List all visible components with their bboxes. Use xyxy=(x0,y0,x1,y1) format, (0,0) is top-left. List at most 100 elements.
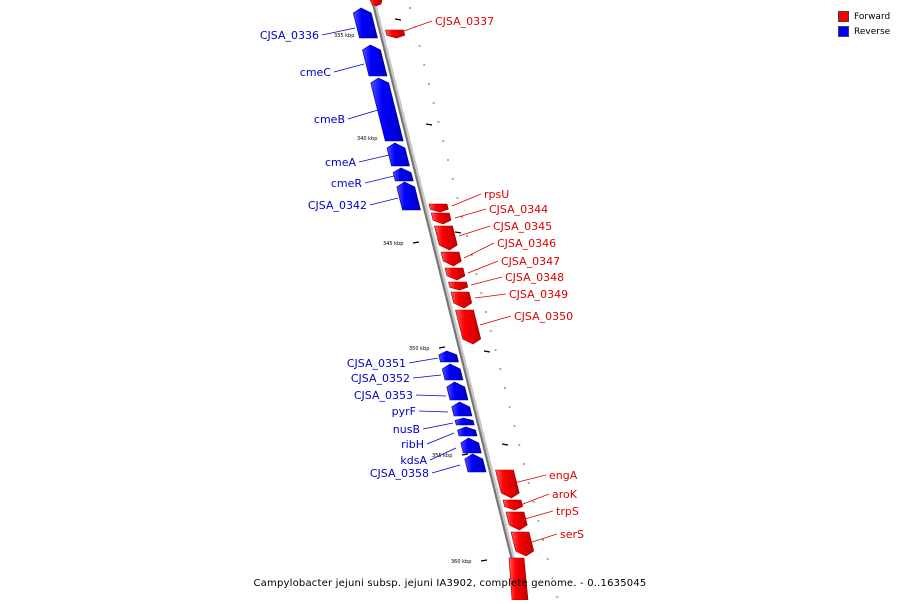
gene-block-CJSA_0351[interactable] xyxy=(438,350,459,363)
gene-label-CJSA_0350[interactable]: CJSA_0350 xyxy=(514,310,573,323)
gene-label-cmeR[interactable]: cmeR xyxy=(331,177,363,190)
gene-label-CJSA_0348[interactable]: CJSA_0348 xyxy=(505,271,564,284)
gene-block-CJSA_0349[interactable] xyxy=(450,291,473,309)
gene-label-CJSA_0346[interactable]: CJSA_0346 xyxy=(497,237,556,250)
gene-leader-line xyxy=(467,260,499,274)
gene-label-cmeB[interactable]: cmeB xyxy=(314,113,345,126)
gene-label-CJSA_0337[interactable]: CJSA_0337 xyxy=(435,15,494,28)
gene-leader-line xyxy=(369,197,399,206)
gene-block-ribH[interactable] xyxy=(457,426,478,437)
gene-block-CJSA_0345[interactable] xyxy=(434,225,458,251)
gene-label-CJSA_0342[interactable]: CJSA_0342 xyxy=(308,199,367,212)
gene-leader-line xyxy=(517,493,550,507)
gene-block-CJSA_0350[interactable] xyxy=(455,309,482,345)
scale-tick-label: 340 kbp xyxy=(357,136,377,142)
gene-block-CJSA_0346[interactable] xyxy=(440,251,462,267)
gene-leader-line xyxy=(321,27,356,36)
gene-label-CJSA_0336[interactable]: CJSA_0336 xyxy=(260,29,319,42)
gene-block-CJSA_0344[interactable] xyxy=(430,212,452,225)
gene-leader-line xyxy=(474,293,507,299)
major-tick-right xyxy=(425,123,433,126)
scale-tick-label: 335 kbp xyxy=(334,33,354,39)
major-tick-right xyxy=(454,231,462,234)
gene-block-serS[interactable] xyxy=(510,531,535,557)
gene-label-CJSA_0347[interactable]: CJSA_0347 xyxy=(501,255,560,268)
gene-label-CJSA_0344[interactable]: CJSA_0344 xyxy=(489,203,548,216)
gene-leader-line xyxy=(412,374,442,379)
gene-label-rpsU[interactable]: rpsU xyxy=(484,188,509,201)
gene-label-engA[interactable]: engA xyxy=(549,469,578,482)
legend-item-reverse[interactable]: Reverse xyxy=(838,24,890,39)
scale-tick-label: 360 kbp xyxy=(451,559,471,565)
gene-label-CJSA_0352[interactable]: CJSA_0352 xyxy=(351,372,410,385)
gene-label-nusB[interactable]: nusB xyxy=(393,423,420,436)
gene-leader-line xyxy=(408,357,439,364)
gene-leader-line xyxy=(422,422,454,430)
gene-label-cmeC[interactable]: cmeC xyxy=(300,66,332,79)
gene-leader-line xyxy=(364,175,395,184)
gene-leader-line xyxy=(429,447,457,461)
gene-block-cmeA[interactable] xyxy=(386,142,410,167)
gene-label-ribH[interactable]: ribH xyxy=(401,438,424,451)
gene-leader-line xyxy=(458,225,491,237)
gene-leader-line xyxy=(358,154,390,163)
gene-label-serS[interactable]: serS xyxy=(560,528,584,541)
forward-swatch xyxy=(838,11,849,22)
gene-leader-line xyxy=(431,464,461,474)
gene-leader-line xyxy=(415,394,447,397)
scale-tick-mark xyxy=(412,241,420,244)
legend: Forward Reverse xyxy=(838,9,890,39)
scale-tick-label: 345 kbp xyxy=(383,241,403,247)
genome-caption: Campylobacter jejuni subsp. jejuni IA390… xyxy=(253,578,647,589)
gene-leader-line xyxy=(426,432,455,445)
gene-label-cmeA[interactable]: cmeA xyxy=(325,156,357,169)
gene-label-CJSA_0345[interactable]: CJSA_0345 xyxy=(493,220,552,233)
gene-label-aroK[interactable]: aroK xyxy=(552,488,578,501)
legend-label-forward: Forward xyxy=(854,11,891,22)
gene-block-CJSA_0352[interactable] xyxy=(441,363,464,381)
gene-block-aroK[interactable] xyxy=(502,499,523,511)
gene-label-CJSA_0358[interactable]: CJSA_0358 xyxy=(370,467,429,480)
major-tick-right xyxy=(394,18,402,21)
gene-block-CJSA_0337[interactable] xyxy=(385,29,406,39)
gene-block-CJSA_0348[interactable] xyxy=(448,281,469,291)
scale-tick-mark xyxy=(438,346,446,349)
gene-block-partial-top[interactable] xyxy=(369,0,383,7)
gene-block-engA[interactable] xyxy=(495,469,520,499)
gene-label-CJSA_0353[interactable]: CJSA_0353 xyxy=(354,389,413,402)
legend-label-reverse: Reverse xyxy=(854,26,891,37)
gene-label-CJSA_0351[interactable]: CJSA_0351 xyxy=(347,357,406,370)
gene-label-trpS[interactable]: trpS xyxy=(556,505,579,518)
gene-block-CJSA_0358[interactable] xyxy=(464,453,487,473)
gene-block-kdsA[interactable] xyxy=(460,437,482,454)
gene-leader-line xyxy=(520,510,554,521)
gene-leader-line xyxy=(333,63,365,73)
gene-leader-line xyxy=(525,533,558,545)
gene-label-CJSA_0349[interactable]: CJSA_0349 xyxy=(509,288,568,301)
gene-block-rpsU[interactable] xyxy=(428,203,449,213)
gene-label-pyrF[interactable]: pyrF xyxy=(392,405,416,418)
gene-leader-line xyxy=(479,315,512,326)
gene-leader-line xyxy=(513,474,547,484)
gene-block-nusB[interactable] xyxy=(454,417,475,426)
gene-block-cmeB[interactable] xyxy=(370,77,404,142)
gene-leader-line xyxy=(347,109,379,120)
gene-block-cmeC[interactable] xyxy=(362,44,388,77)
legend-item-forward[interactable]: Forward xyxy=(838,9,890,24)
genome-axis-shadow xyxy=(371,0,526,601)
gene-block-cmeR[interactable] xyxy=(392,167,414,182)
gene-block-CJSA_0336[interactable] xyxy=(352,7,378,39)
major-tick-right xyxy=(483,350,491,353)
gene-block-CJSA_0353[interactable] xyxy=(446,381,469,401)
gene-block-trpS[interactable] xyxy=(505,511,528,531)
scale-tick-label: 350 kbp xyxy=(409,346,429,352)
gene-block-CJSA_0342[interactable] xyxy=(396,181,421,211)
scale-tick-label: 355 kbp xyxy=(432,453,452,459)
gene-label-kdsA[interactable]: kdsA xyxy=(400,454,427,467)
gene-block-pyrF[interactable] xyxy=(451,401,473,417)
gene-leader-line xyxy=(470,276,503,286)
genome-axis xyxy=(370,0,524,601)
gene-block-CJSA_0347[interactable] xyxy=(444,267,466,281)
